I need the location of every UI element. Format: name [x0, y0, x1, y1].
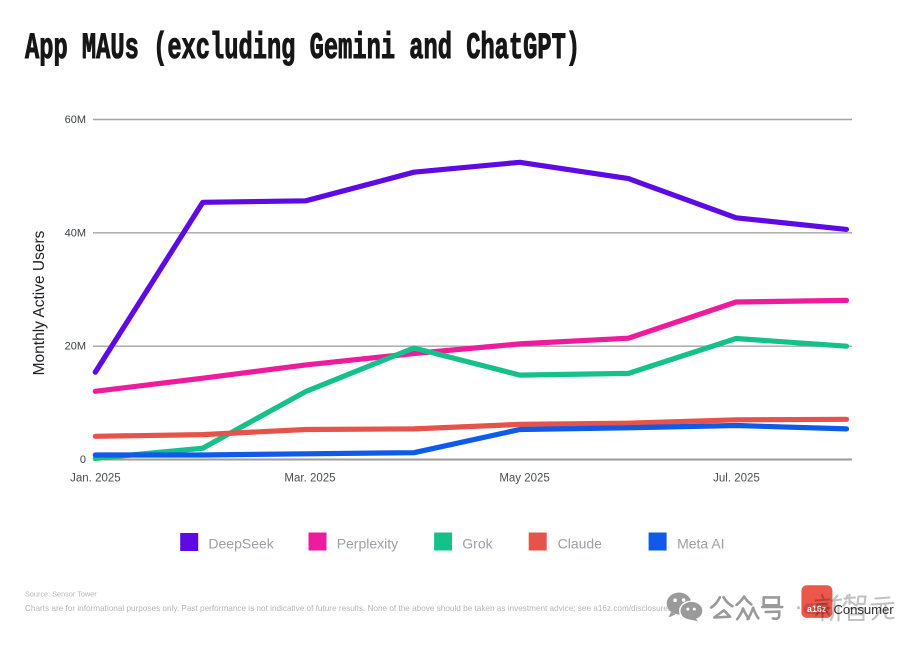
- svg-text:Mar. 2025: Mar. 2025: [284, 473, 335, 485]
- svg-text:20M: 20M: [65, 341, 86, 353]
- svg-text:Perplexity: Perplexity: [337, 536, 398, 552]
- svg-text:Grok: Grok: [462, 536, 493, 552]
- svg-text:Jan. 2025: Jan. 2025: [70, 473, 121, 485]
- svg-text:Jul. 2025: Jul. 2025: [713, 473, 760, 485]
- svg-text:Source: Sensor Tower: Source: Sensor Tower: [25, 590, 97, 599]
- svg-text:60M: 60M: [65, 114, 86, 126]
- svg-text:40M: 40M: [65, 227, 86, 239]
- svg-text:Charts are for informational p: Charts are for informational purposes on…: [25, 604, 672, 613]
- svg-text:Claude: Claude: [558, 536, 603, 552]
- svg-text:May 2025: May 2025: [499, 473, 550, 485]
- svg-text:Meta AI: Meta AI: [677, 536, 724, 552]
- svg-text:0: 0: [80, 454, 86, 466]
- svg-text:DeepSeek: DeepSeek: [208, 536, 274, 552]
- svg-text:Monthly Active Users: Monthly Active Users: [31, 230, 48, 375]
